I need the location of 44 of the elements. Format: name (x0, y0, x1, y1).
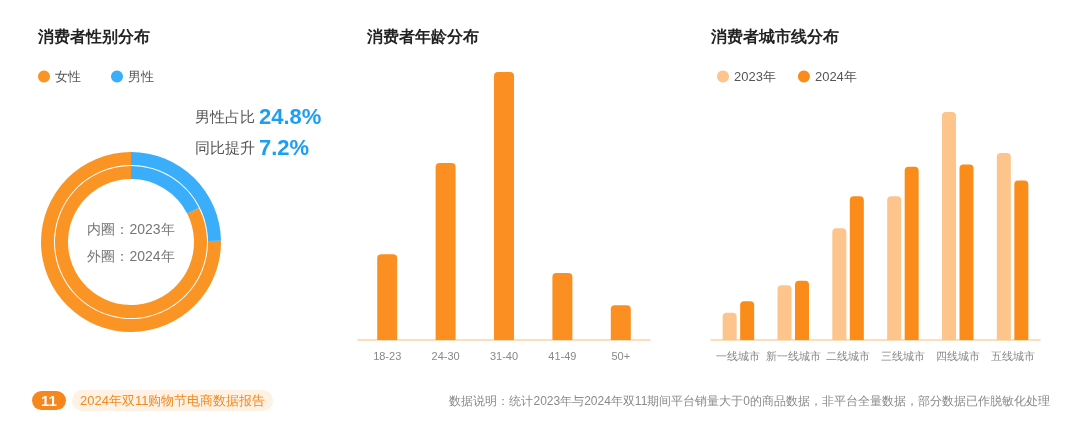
x-tick-label: 50+ (611, 349, 631, 362)
x-tick-label: 31-40 (489, 349, 519, 362)
x-tick-label: 41-49 (548, 349, 577, 362)
x-tick-label: 一线城市 (716, 349, 761, 362)
bar (435, 163, 456, 340)
legend-label: 女性 (55, 69, 81, 84)
x-tick-label: 二线城市 (826, 349, 871, 362)
x-tick-label: 四线城市 (935, 349, 980, 362)
bar (777, 285, 792, 340)
legend-label: 2023年 (734, 69, 776, 84)
bar (942, 112, 956, 340)
bar (1014, 180, 1029, 340)
text: 7.2% (259, 134, 310, 160)
bar (959, 164, 974, 340)
text: 24.8% (259, 103, 322, 129)
bar (722, 312, 737, 340)
x-tick-label: 18-23 (373, 349, 402, 362)
text: 外圈：2024年 (87, 248, 175, 264)
bar (832, 228, 847, 340)
bar (740, 301, 755, 340)
page-number-badge: 11 (32, 391, 66, 410)
x-tick-label: 三线城市 (880, 349, 925, 362)
bar (904, 166, 919, 340)
chart-title: 消费者性别分布 (37, 27, 150, 45)
text: 数据说明：统计2023年与2024年双11期间平台销量大于0的商品数据，非平台全量数据，部分数据已作脱敏化处理 (449, 393, 1050, 410)
text: 内圈：2023年 (87, 221, 175, 237)
chart-title: 消费者年龄分布 (366, 27, 479, 45)
x-tick-label: 24-30 (431, 349, 460, 362)
bar (494, 72, 514, 340)
text: 男性占比 (195, 107, 255, 125)
bar (377, 254, 398, 340)
report-tag: 2024年双11购物节电商数据报告 (72, 390, 274, 411)
legend-label: 男性 (128, 69, 154, 84)
x-tick-label: 新一线城市 (765, 349, 821, 362)
legend-label: 2024年 (814, 69, 857, 84)
chart-title: 消费者城市线分布 (710, 27, 839, 45)
bar (795, 280, 809, 340)
bar (887, 196, 902, 340)
bar (996, 153, 1011, 340)
text: 同比提升 (195, 138, 255, 156)
x-tick-label: 五线城市 (990, 349, 1035, 362)
bar (552, 273, 573, 340)
bar (849, 196, 864, 340)
bar (610, 305, 631, 340)
